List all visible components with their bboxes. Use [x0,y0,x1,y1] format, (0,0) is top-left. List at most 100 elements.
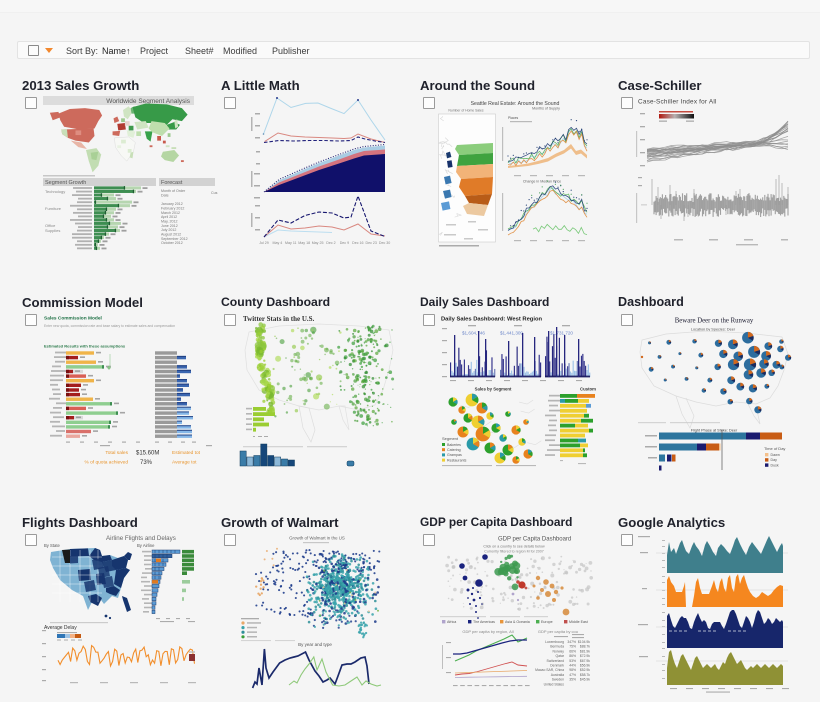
svg-text:Middle East: Middle East [569,620,588,624]
svg-text:Day: Day [771,458,778,462]
svg-text:Month of Order: Month of Order [161,189,186,193]
svg-text:98%: 98% [569,668,576,672]
svg-text:Flight Phase at Strike: Deer: Flight Phase at Strike: Deer [691,429,738,433]
svg-text:$56.9k: $56.9k [580,664,590,668]
svg-text:Technology: Technology [45,189,65,194]
svg-text:Cus: Cus [211,191,218,195]
svg-text:Norway: Norway [553,649,565,653]
svg-text:Dusk: Dusk [771,463,779,467]
svg-text:Dawn: Dawn [771,453,780,457]
svg-text:Bakeries: Bakeries [447,443,461,447]
svg-text:Dec 23: Dec 23 [366,241,377,245]
svg-text:Sales Commission Model: Sales Commission Model [44,316,102,322]
svg-text:Places: Places [508,116,518,120]
svg-text:Seattle Real Estate: Around th: Seattle Real Estate: Around the Sound [471,101,560,107]
svg-text:Switzerland: Switzerland [546,659,564,663]
svg-text:Denmark: Denmark [550,664,564,668]
svg-text:February 2012: February 2012 [161,206,184,210]
svg-text:Time of Day: Time of Day [764,446,785,451]
svg-text:35%: 35% [569,678,576,682]
svg-text:Click on a country to see deta: Click on a country to see details below [483,545,545,549]
svg-text:January 2012: January 2012 [161,202,183,206]
svg-text:Location by Species: Deer: Location by Species: Deer [691,328,736,332]
svg-text:$1,604,746: $1,604,746 [462,331,485,336]
svg-text:April 2012: April 2012 [161,215,177,219]
svg-text:Average Delay: Average Delay [44,625,77,631]
svg-text:August 2012: August 2012 [161,233,181,237]
svg-text:$58.7k: $58.7k [580,673,590,677]
svg-text:$1,731,720: $1,731,720 [550,331,573,336]
svg-text:Catering: Catering [447,448,461,452]
svg-text:Growth of Walmart in the US: Growth of Walmart in the US [289,536,345,541]
svg-text:October 2012: October 2012 [161,241,183,245]
svg-text:May 4: May 4 [273,241,283,245]
svg-text:Case-Schiller Index for All: Case-Schiller Index for All [638,99,717,106]
svg-text:Beware Deer on the Runway: Beware Deer on the Runway [675,318,754,325]
svg-text:GDP per capita by cou: GDP per capita by cou [538,629,578,634]
svg-text:By State: By State [44,543,60,548]
svg-text:$45.9k: $45.9k [580,678,590,682]
svg-text:By year and type: By year and type [298,642,332,647]
svg-text:Number of Home Sales: Number of Home Sales [448,109,484,113]
svg-text:Segment Growth: Segment Growth [45,180,86,186]
svg-text:Enter new quota, commission ra: Enter new quota, commission rate and bas… [44,324,175,328]
svg-text:Custom: Custom [580,387,596,392]
svg-text:May, 2012: May, 2012 [161,219,178,223]
svg-text:Months of Supply: Months of Supply [532,107,560,111]
svg-text:$15.60M: $15.60M [136,451,159,457]
svg-text:Supplies: Supplies [45,228,60,233]
svg-text:Sales by Segment: Sales by Segment [475,387,512,392]
svg-text:Macao SAR, China: Macao SAR, China [535,668,564,672]
svg-text:March 2012: March 2012 [161,211,180,215]
svg-text:86%: 86% [569,654,576,658]
svg-text:Currently filtered to region M: Currently filtered to region M for 2007 [484,550,544,554]
svg-text:$72.9k: $72.9k [580,654,590,658]
svg-text:53%: 53% [569,659,576,663]
svg-text:By Airline: By Airline [137,543,155,548]
svg-text:Australia: Australia [551,673,564,677]
svg-text:June 2012: June 2012 [161,224,178,228]
svg-text:347%: 347% [567,640,576,644]
svg-text:July 2012: July 2012 [161,228,176,232]
svg-text:66%: 66% [569,649,576,653]
svg-text:Date: Date [161,193,169,197]
svg-text:Luxembourg: Luxembourg [545,640,564,644]
svg-text:47%: 47% [569,673,576,677]
svg-text:Segment: Segment [442,436,459,441]
svg-text:$52.9k: $52.9k [580,668,590,672]
svg-text:$81.9k: $81.9k [580,649,590,653]
svg-text:44%: 44% [569,664,576,668]
svg-text:Dec 2: Dec 2 [326,241,335,245]
svg-text:Dec 30: Dec 30 [379,241,390,245]
svg-text:$104.9k: $104.9k [578,640,590,644]
svg-text:Sweden: Sweden [552,678,564,682]
svg-text:$1,441,309: $1,441,309 [500,331,523,336]
svg-text:Average tot: Average tot [172,460,197,466]
svg-text:75%: 75% [569,645,576,649]
svg-text:Europe: Europe [541,620,553,624]
svg-text:Airline Flights and Delays: Airline Flights and Delays [106,535,176,542]
svg-text:Dec 9: Dec 9 [340,241,349,245]
svg-text:The Americas: The Americas [473,620,495,624]
svg-text:Jul 29: Jul 29 [259,241,269,245]
svg-text:Change in Median Price: Change in Median Price [523,180,561,184]
svg-text:Furniture: Furniture [45,206,62,211]
svg-text:September 2012: September 2012 [161,237,188,241]
svg-text:Daily Sales Dashboard: West Re: Daily Sales Dashboard: West Region [441,317,543,323]
svg-text:May 18: May 18 [298,241,310,245]
svg-text:$88.7k: $88.7k [580,645,590,649]
svg-text:Twitter Stats in the U.S.: Twitter Stats in the U.S. [243,315,315,323]
svg-text:Estimated Results with these a: Estimated Results with these assumptions [44,344,126,349]
svg-text:Restaurants: Restaurants [447,458,467,462]
svg-text:May 11: May 11 [285,241,297,245]
svg-text:GDP per capita by region, All: GDP per capita by region, All [462,629,513,634]
svg-text:Estimated tot: Estimated tot [172,450,201,456]
svg-text:GDP per Capita Dashboard: GDP per Capita Dashboard [498,537,571,543]
svg-text:Office: Office [45,223,56,228]
svg-text:Qatar: Qatar [556,654,565,658]
svg-text:Forecast: Forecast [161,180,183,186]
svg-text:Asia & Oceania: Asia & Oceania [505,620,530,624]
svg-text:Total sales: Total sales [105,450,128,456]
svg-text:73%: 73% [140,460,153,466]
svg-text:$67.9k: $67.9k [580,659,590,663]
